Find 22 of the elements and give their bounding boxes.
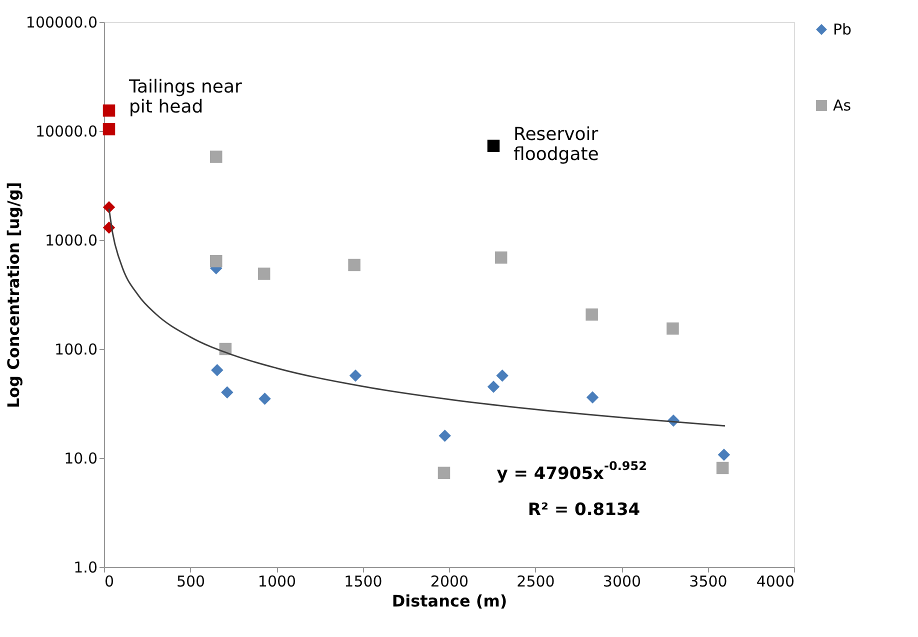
- y-tick-label: 10.0: [64, 450, 98, 468]
- x-tick-label: 0: [104, 572, 114, 590]
- y-axis-title: Log Concentration [ug/g]: [4, 182, 23, 408]
- x-axis-title: Distance (m): [392, 592, 508, 610]
- y-tick-label: 1.0: [74, 558, 98, 576]
- x-tick-label: 500: [176, 572, 206, 590]
- legend-label: Pb: [833, 20, 852, 38]
- annotation: Reservoir floodgate: [514, 124, 599, 165]
- x-tick-label: 4000: [756, 572, 794, 590]
- y-tick-label: 1000.0: [45, 232, 98, 250]
- x-tick-label: 3500: [689, 572, 728, 590]
- x-tick-label: 2000: [430, 572, 469, 590]
- x-tick-label: 1500: [344, 572, 382, 590]
- legend-label: As: [833, 96, 852, 114]
- x-tick-label: 3000: [602, 572, 642, 590]
- y-tick-label: 10000.0: [35, 122, 98, 140]
- annotation: R² = 0.8134: [528, 500, 640, 520]
- annotation: Tailings near pit head: [128, 76, 242, 118]
- y-tick-label: 100.0: [54, 340, 98, 358]
- x-tick-label: 1000: [258, 572, 296, 590]
- x-tick-label: 2500: [516, 572, 555, 590]
- y-tick-label: 100000.0: [26, 14, 98, 32]
